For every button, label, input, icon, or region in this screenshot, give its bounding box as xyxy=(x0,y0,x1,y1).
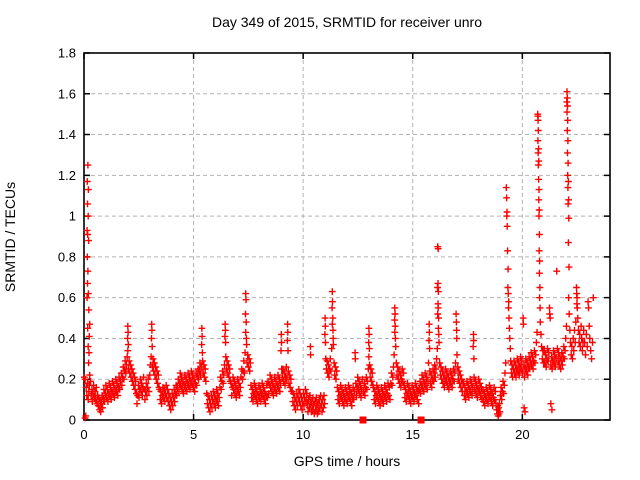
y-tick-label: 1.4 xyxy=(58,127,76,142)
x-tick-label: 5 xyxy=(190,427,197,442)
grid-lines xyxy=(84,53,610,420)
x-tick-label: 20 xyxy=(515,427,529,442)
y-tick-label: 1.6 xyxy=(58,86,76,101)
y-tick-label: 0.8 xyxy=(58,249,76,264)
y-tick-label: 0.6 xyxy=(58,290,76,305)
x-tick-label: 10 xyxy=(296,427,310,442)
y-tick-label: 1.2 xyxy=(58,168,76,183)
y-tick-label: 0.4 xyxy=(58,331,76,346)
scatter-square-marker xyxy=(417,416,425,424)
chart-title: Day 349 of 2015, SRMTID for receiver unr… xyxy=(0,14,640,30)
plot-border xyxy=(83,52,611,421)
y-axis-title: SRMTID / TECUs xyxy=(2,181,18,293)
y-tick-label: 1 xyxy=(69,209,76,224)
y-tick-label: 0.2 xyxy=(58,372,76,387)
scatter-plus-markers xyxy=(81,88,597,422)
x-tick-label: 0 xyxy=(80,427,87,442)
scatter-square-marker xyxy=(359,416,367,424)
y-tick-label: 1.8 xyxy=(58,46,76,61)
x-tick-label: 15 xyxy=(406,427,420,442)
x-axis-title: GPS time / hours xyxy=(293,453,401,469)
chart-title-text: Day 349 of 2015, SRMTID for receiver unr… xyxy=(211,14,482,30)
y-tick-label: 0 xyxy=(69,413,76,428)
